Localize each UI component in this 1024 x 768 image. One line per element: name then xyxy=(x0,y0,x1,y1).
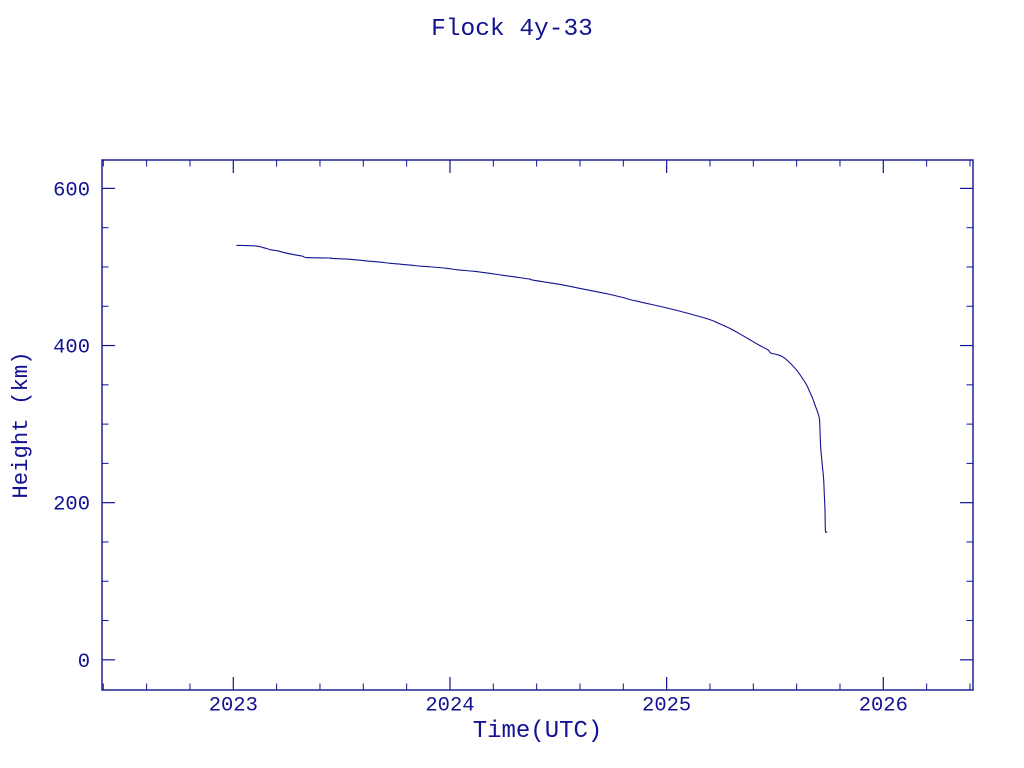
svg-text:2025: 2025 xyxy=(642,695,691,718)
svg-text:200: 200 xyxy=(53,494,90,517)
svg-text:2024: 2024 xyxy=(425,695,474,718)
svg-text:2023: 2023 xyxy=(209,695,258,718)
svg-text:Height (km): Height (km) xyxy=(8,351,34,498)
svg-text:400: 400 xyxy=(53,337,90,360)
svg-text:Time(UTC): Time(UTC) xyxy=(473,718,603,745)
svg-text:600: 600 xyxy=(53,179,90,202)
svg-text:Flock 4y-33: Flock 4y-33 xyxy=(431,16,593,43)
svg-text:2026: 2026 xyxy=(859,695,908,718)
svg-text:0: 0 xyxy=(78,651,90,674)
